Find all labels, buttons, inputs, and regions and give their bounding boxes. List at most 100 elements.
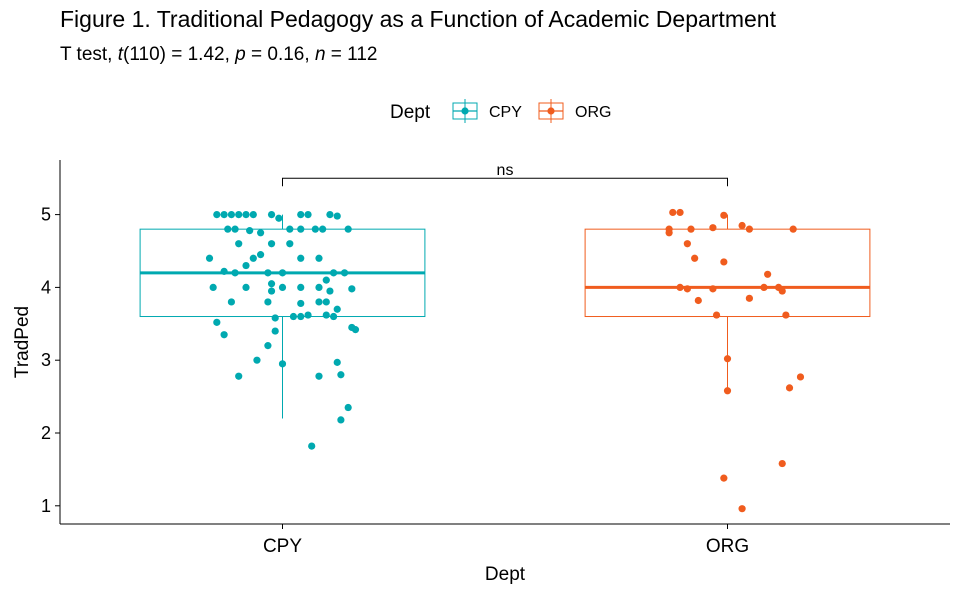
data-point-org	[676, 284, 683, 291]
data-point-cpy	[337, 371, 344, 378]
data-point-cpy	[323, 277, 330, 284]
data-point-cpy	[304, 311, 311, 318]
data-point-cpy	[272, 314, 279, 321]
data-point-cpy	[242, 262, 249, 269]
data-point-cpy	[323, 298, 330, 305]
data-point-cpy	[275, 215, 282, 222]
data-point-cpy	[312, 226, 319, 233]
data-point-org	[746, 295, 753, 302]
data-point-org	[782, 311, 789, 318]
data-point-cpy	[286, 240, 293, 247]
data-point-cpy	[268, 287, 275, 294]
data-point-cpy	[297, 226, 304, 233]
data-point-cpy	[315, 284, 322, 291]
data-point-cpy	[228, 211, 235, 218]
data-point-cpy	[264, 298, 271, 305]
data-point-cpy	[264, 342, 271, 349]
data-point-cpy	[206, 255, 213, 262]
legend-title: Dept	[390, 102, 431, 123]
data-point-org	[760, 284, 767, 291]
data-point-org	[720, 258, 727, 265]
data-point-org	[684, 240, 691, 247]
data-point-cpy	[315, 298, 322, 305]
data-point-org	[676, 209, 683, 216]
y-tick-label: 2	[41, 423, 51, 443]
data-point-cpy	[272, 327, 279, 334]
significance-bracket	[283, 178, 728, 186]
data-point-org	[713, 311, 720, 318]
data-point-cpy	[348, 285, 355, 292]
data-point-cpy	[297, 211, 304, 218]
data-point-cpy	[268, 280, 275, 287]
data-point-cpy	[231, 269, 238, 276]
data-point-cpy	[297, 300, 304, 307]
legend-entry-cpy: CPY	[489, 104, 522, 121]
data-point-cpy	[235, 240, 242, 247]
data-point-cpy	[242, 211, 249, 218]
data-point-cpy	[297, 284, 304, 291]
y-tick-label: 4	[41, 277, 51, 297]
data-point-org	[790, 226, 797, 233]
data-point-cpy	[242, 284, 249, 291]
data-point-cpy	[268, 211, 275, 218]
data-point-cpy	[231, 226, 238, 233]
data-point-cpy	[279, 360, 286, 367]
data-point-cpy	[323, 311, 330, 318]
data-point-cpy	[235, 373, 242, 380]
data-point-cpy	[235, 211, 242, 218]
legend-entry-org: ORG	[575, 104, 611, 121]
data-point-org	[738, 222, 745, 229]
data-point-cpy	[334, 306, 341, 313]
data-point-cpy	[330, 313, 337, 320]
data-point-cpy	[326, 287, 333, 294]
data-point-cpy	[268, 240, 275, 247]
data-point-cpy	[279, 284, 286, 291]
data-point-cpy	[319, 226, 326, 233]
x-tick-label: CPY	[263, 536, 302, 557]
data-point-cpy	[352, 326, 359, 333]
data-point-org	[666, 229, 673, 236]
data-point-cpy	[264, 269, 271, 276]
data-point-cpy	[290, 313, 297, 320]
data-point-org	[746, 226, 753, 233]
data-point-org	[779, 460, 786, 467]
data-point-cpy	[345, 404, 352, 411]
data-point-cpy	[304, 211, 311, 218]
data-point-cpy	[330, 269, 337, 276]
data-point-cpy	[250, 211, 257, 218]
data-point-cpy	[210, 284, 217, 291]
box-org	[585, 229, 870, 316]
data-point-cpy	[213, 211, 220, 218]
data-point-org	[695, 297, 702, 304]
data-point-cpy	[246, 227, 253, 234]
data-point-cpy	[334, 212, 341, 219]
data-point-org	[669, 209, 676, 216]
legend-key-point-org	[547, 107, 554, 114]
significance-label: ns	[497, 162, 514, 179]
data-point-org	[720, 212, 727, 219]
data-point-cpy	[297, 313, 304, 320]
legend-key-point-cpy	[461, 107, 468, 114]
y-tick-label: 5	[41, 205, 51, 225]
data-point-cpy	[286, 226, 293, 233]
y-axis-title: TradPed	[12, 306, 33, 378]
data-point-org	[720, 475, 727, 482]
data-point-cpy	[221, 211, 228, 218]
data-point-cpy	[250, 255, 257, 262]
data-point-org	[687, 226, 694, 233]
data-point-cpy	[221, 331, 228, 338]
data-point-org	[691, 255, 698, 262]
data-point-org	[709, 285, 716, 292]
data-point-cpy	[315, 373, 322, 380]
data-point-org	[738, 505, 745, 512]
data-point-cpy	[297, 255, 304, 262]
data-point-cpy	[221, 268, 228, 275]
data-point-org	[764, 271, 771, 278]
data-point-cpy	[257, 229, 264, 236]
data-point-cpy	[337, 416, 344, 423]
data-point-cpy	[334, 359, 341, 366]
data-point-org	[797, 373, 804, 380]
data-point-cpy	[341, 269, 348, 276]
data-point-org	[709, 224, 716, 231]
